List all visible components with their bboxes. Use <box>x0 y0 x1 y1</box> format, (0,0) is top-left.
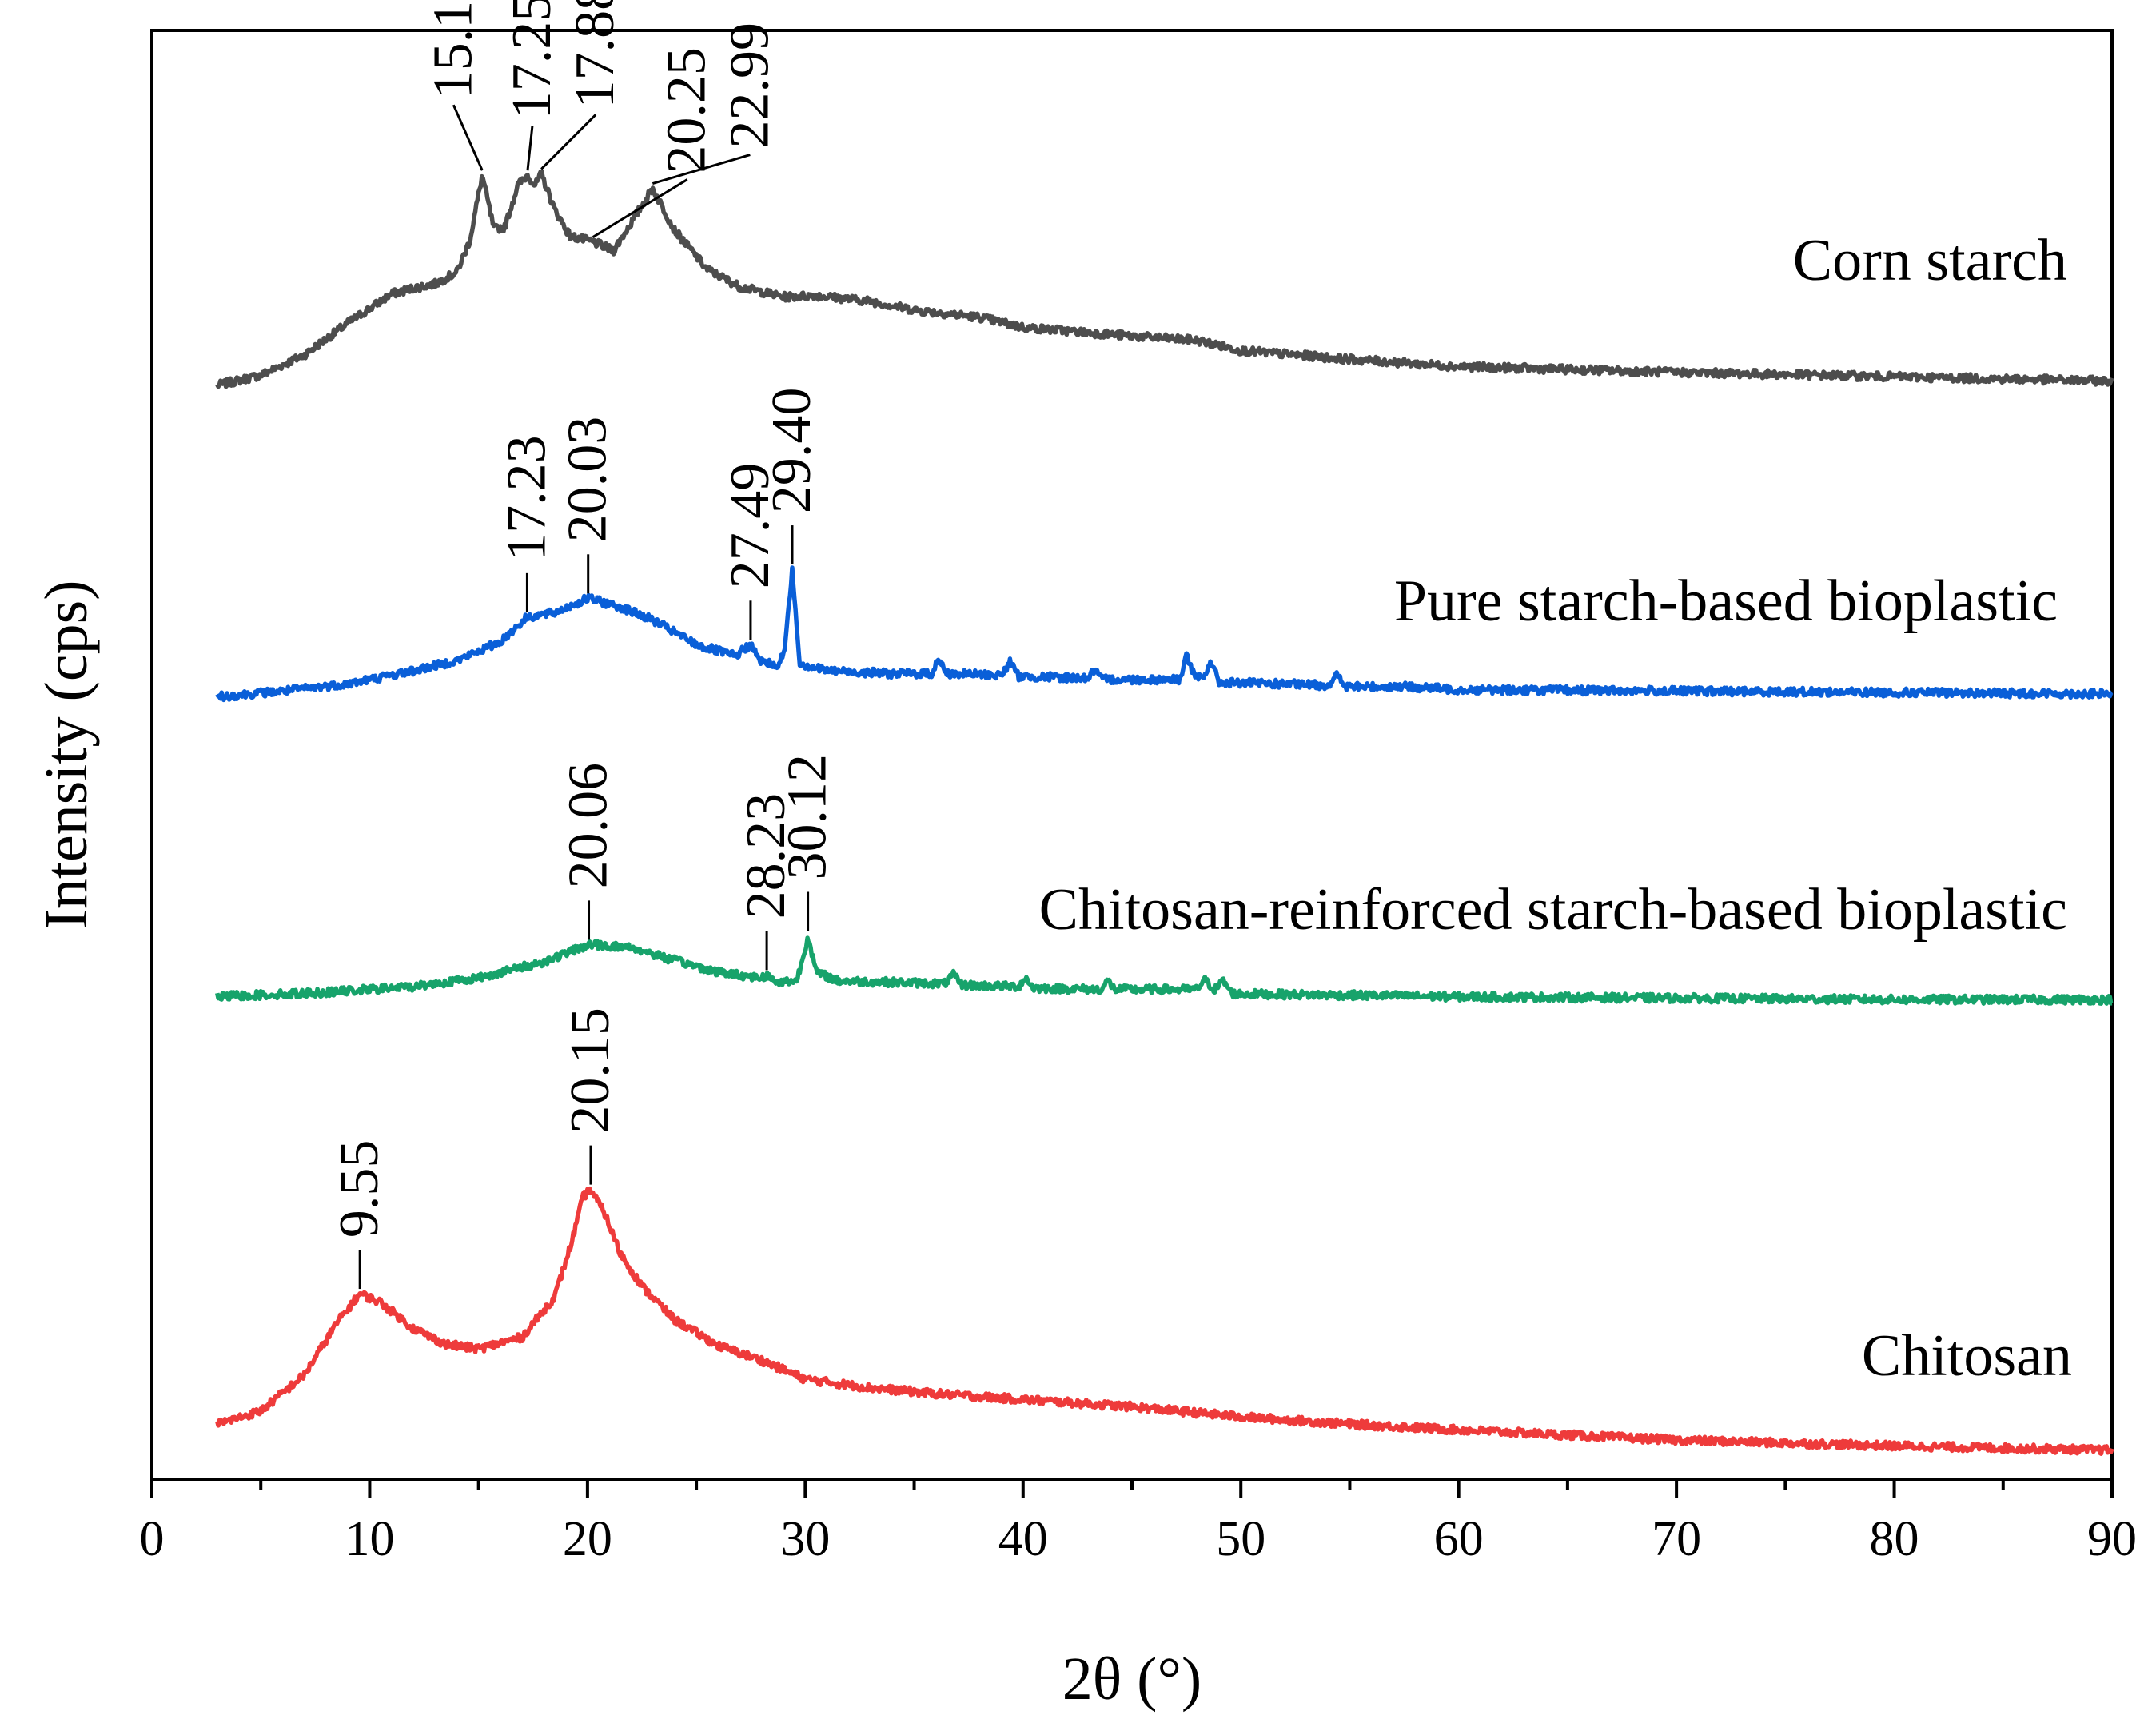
peak-label: 29.40 <box>761 388 823 514</box>
peak-label: 20.03 <box>557 417 619 543</box>
peak-leader-line <box>526 126 534 171</box>
peak-leader-line <box>652 154 751 185</box>
peak-label: 17.23 <box>496 435 557 561</box>
x-tick-label: 50 <box>1216 1512 1265 1566</box>
series-labels: Corn starch Pure starch-based bioplastic C… <box>1039 228 2072 1389</box>
peak-label: 28.23 <box>735 793 797 919</box>
peak-label: 15.17 <box>422 0 484 98</box>
series-line-chitosan <box>215 1186 2114 1456</box>
x-tick-label: 90 <box>2087 1512 2137 1566</box>
series-label-chitosan-reinforced-starch-based-bioplastic: Chitosan-reinforced starch-based bioplas… <box>1039 877 2067 943</box>
series-label-corn-starch: Corn starch <box>1793 228 2067 293</box>
x-tick-label: 30 <box>780 1512 830 1566</box>
x-tick-label: 80 <box>1870 1512 1919 1566</box>
series-label-chitosan: Chitosan <box>1862 1323 2072 1389</box>
x-tick-label: 10 <box>345 1512 394 1566</box>
x-axis-title: 2θ (°) <box>1062 1645 1202 1713</box>
peak-label: 20.25 <box>656 47 718 173</box>
peak-label: 17.88 <box>564 0 626 108</box>
series-layer <box>215 169 2114 1456</box>
x-tick-label: 0 <box>140 1512 165 1566</box>
y-axis-title: Intensity (cps) <box>33 580 100 930</box>
peak-label: 20.06 <box>558 763 620 889</box>
peak-label: 22.99 <box>719 22 780 149</box>
peak-label: 20.15 <box>560 1007 621 1134</box>
peak-leader-line <box>452 104 484 171</box>
peak-annotations: 15.17 17.25 17.88 20.25 22.99 17.23 20.03 27.49… <box>329 0 839 1290</box>
x-tick-label: 40 <box>998 1512 1048 1566</box>
series-label-pure-starch-based-bioplastic: Pure starch-based bioplastic <box>1394 568 2058 634</box>
series-line-chitosan-reinforced-starch-based-bioplastic <box>215 935 2114 1006</box>
x-tick-label: 60 <box>1434 1512 1484 1566</box>
peak-leader-line <box>540 114 597 170</box>
series-line-pure-starch-based-bioplastic <box>215 565 2114 703</box>
peak-label: 27.49 <box>719 463 781 589</box>
x-tick-label: 20 <box>563 1512 612 1566</box>
x-axis: 0 10 20 30 40 50 60 70 80 90 <box>140 1479 2137 1566</box>
x-tick-label: 70 <box>1652 1512 1701 1566</box>
peak-label: 17.25 <box>501 0 563 119</box>
peak-label: 30.12 <box>777 754 839 880</box>
peak-label: 9.55 <box>329 1140 390 1238</box>
series-line-corn-starch <box>215 169 2114 389</box>
peak-leader-line <box>592 178 688 238</box>
